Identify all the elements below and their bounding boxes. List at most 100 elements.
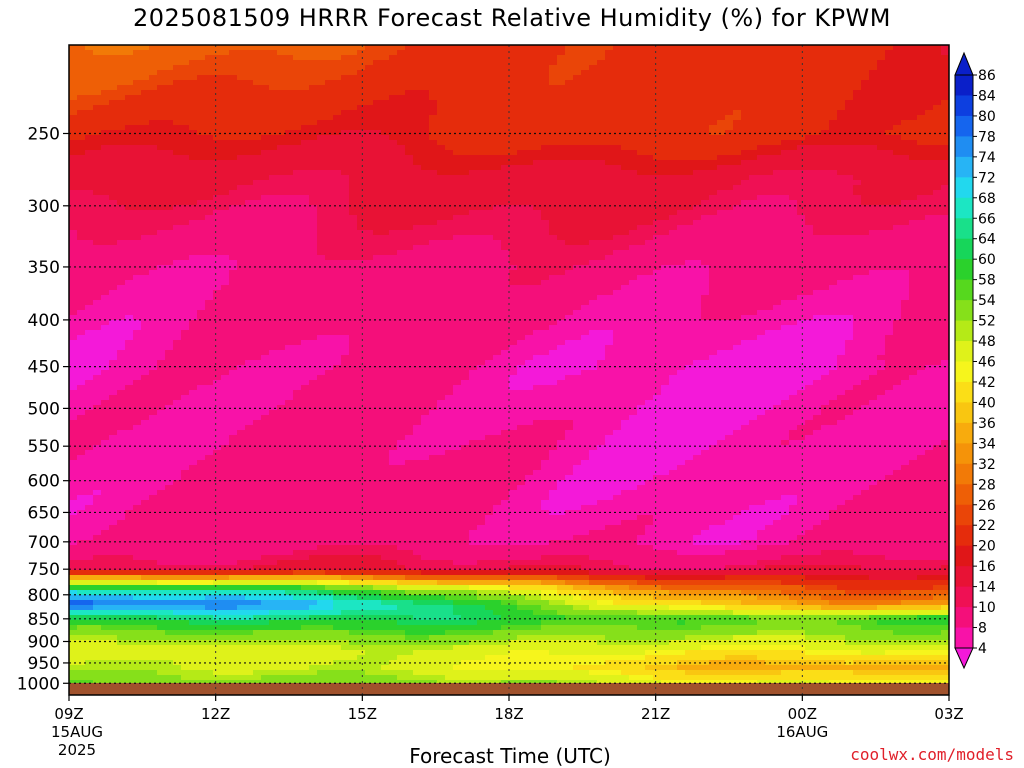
rh-cell [493, 75, 502, 81]
rh-cell [653, 165, 662, 171]
rh-cell [77, 55, 86, 61]
rh-cell [205, 95, 214, 101]
rh-cell [709, 165, 718, 171]
rh-cell [509, 115, 518, 121]
rh-cell [245, 135, 254, 141]
rh-cell [893, 140, 902, 146]
rh-cell [445, 75, 454, 81]
rh-cell [445, 265, 454, 271]
rh-cell [885, 165, 894, 171]
rh-cell [365, 140, 374, 146]
rh-cell [549, 240, 558, 246]
rh-cell [469, 120, 478, 126]
rh-cell [93, 210, 102, 216]
rh-cell [453, 220, 462, 226]
rh-cell [861, 185, 870, 191]
rh-cell [373, 125, 382, 131]
rh-cell [69, 190, 78, 196]
rh-cell [461, 205, 470, 211]
rh-cell [661, 205, 670, 211]
rh-cell [309, 125, 318, 131]
rh-cell [741, 235, 750, 241]
rh-cell [365, 65, 374, 71]
rh-cell [701, 75, 710, 81]
rh-cell [333, 160, 342, 166]
rh-cell [645, 195, 654, 201]
rh-cell [709, 110, 718, 116]
rh-cell [637, 145, 646, 151]
rh-cell [221, 230, 230, 236]
rh-cell [701, 185, 710, 191]
rh-cell [189, 190, 198, 196]
rh-cell [125, 115, 134, 121]
rh-cell [645, 170, 654, 176]
rh-cell [149, 225, 158, 231]
rh-cell [549, 245, 558, 251]
rh-cell [869, 65, 878, 71]
rh-cell [77, 60, 86, 66]
rh-cell [149, 75, 158, 81]
rh-cell [661, 120, 670, 126]
rh-cell [197, 140, 206, 146]
rh-cell [349, 110, 358, 116]
rh-cell [245, 130, 254, 136]
rh-cell [877, 240, 886, 246]
rh-cell [141, 190, 150, 196]
rh-cell [509, 55, 518, 61]
rh-cell [861, 135, 870, 141]
rh-cell [69, 240, 78, 246]
rh-cell [253, 90, 262, 96]
rh-cell [821, 160, 830, 166]
rh-cell [829, 170, 838, 176]
rh-cell [877, 195, 886, 201]
rh-cell [149, 255, 158, 261]
rh-cell [549, 105, 558, 111]
rh-cell [437, 155, 446, 161]
rh-cell [525, 130, 534, 136]
rh-cell [485, 215, 494, 221]
rh-cell [261, 185, 270, 191]
rh-cell [821, 145, 830, 151]
rh-cell [653, 195, 662, 201]
rh-cell [733, 65, 742, 71]
rh-cell [701, 260, 710, 266]
rh-cell [69, 160, 78, 166]
rh-cell [341, 195, 350, 201]
rh-cell [549, 75, 558, 81]
rh-cell [181, 220, 190, 226]
rh-cell [733, 95, 742, 101]
rh-cell [877, 210, 886, 216]
rh-cell [413, 105, 422, 111]
rh-cell [277, 105, 286, 111]
rh-cell [709, 210, 718, 216]
rh-cell [733, 230, 742, 236]
rh-cell [573, 55, 582, 61]
rh-cell [653, 120, 662, 126]
rh-cell [381, 145, 390, 151]
rh-cell [741, 100, 750, 106]
rh-cell [381, 170, 390, 176]
rh-cell [285, 90, 294, 96]
rh-cell [429, 230, 438, 236]
rh-cell [829, 60, 838, 66]
rh-cell [861, 235, 870, 241]
rh-cell [597, 60, 606, 66]
rh-cell [453, 160, 462, 166]
rh-cell [373, 90, 382, 96]
rh-cell [677, 240, 686, 246]
rh-cell [757, 140, 766, 146]
rh-cell [301, 215, 310, 221]
rh-cell [525, 45, 534, 51]
rh-cell [101, 120, 110, 126]
rh-cell [613, 245, 622, 251]
rh-cell [269, 205, 278, 211]
rh-cell [773, 165, 782, 171]
rh-cell [805, 125, 814, 131]
rh-cell [101, 60, 110, 66]
rh-cell [605, 165, 614, 171]
rh-cell [573, 240, 582, 246]
rh-cell [589, 65, 598, 71]
rh-cell [237, 115, 246, 121]
rh-cell [501, 260, 510, 266]
rh-cell [725, 220, 734, 226]
